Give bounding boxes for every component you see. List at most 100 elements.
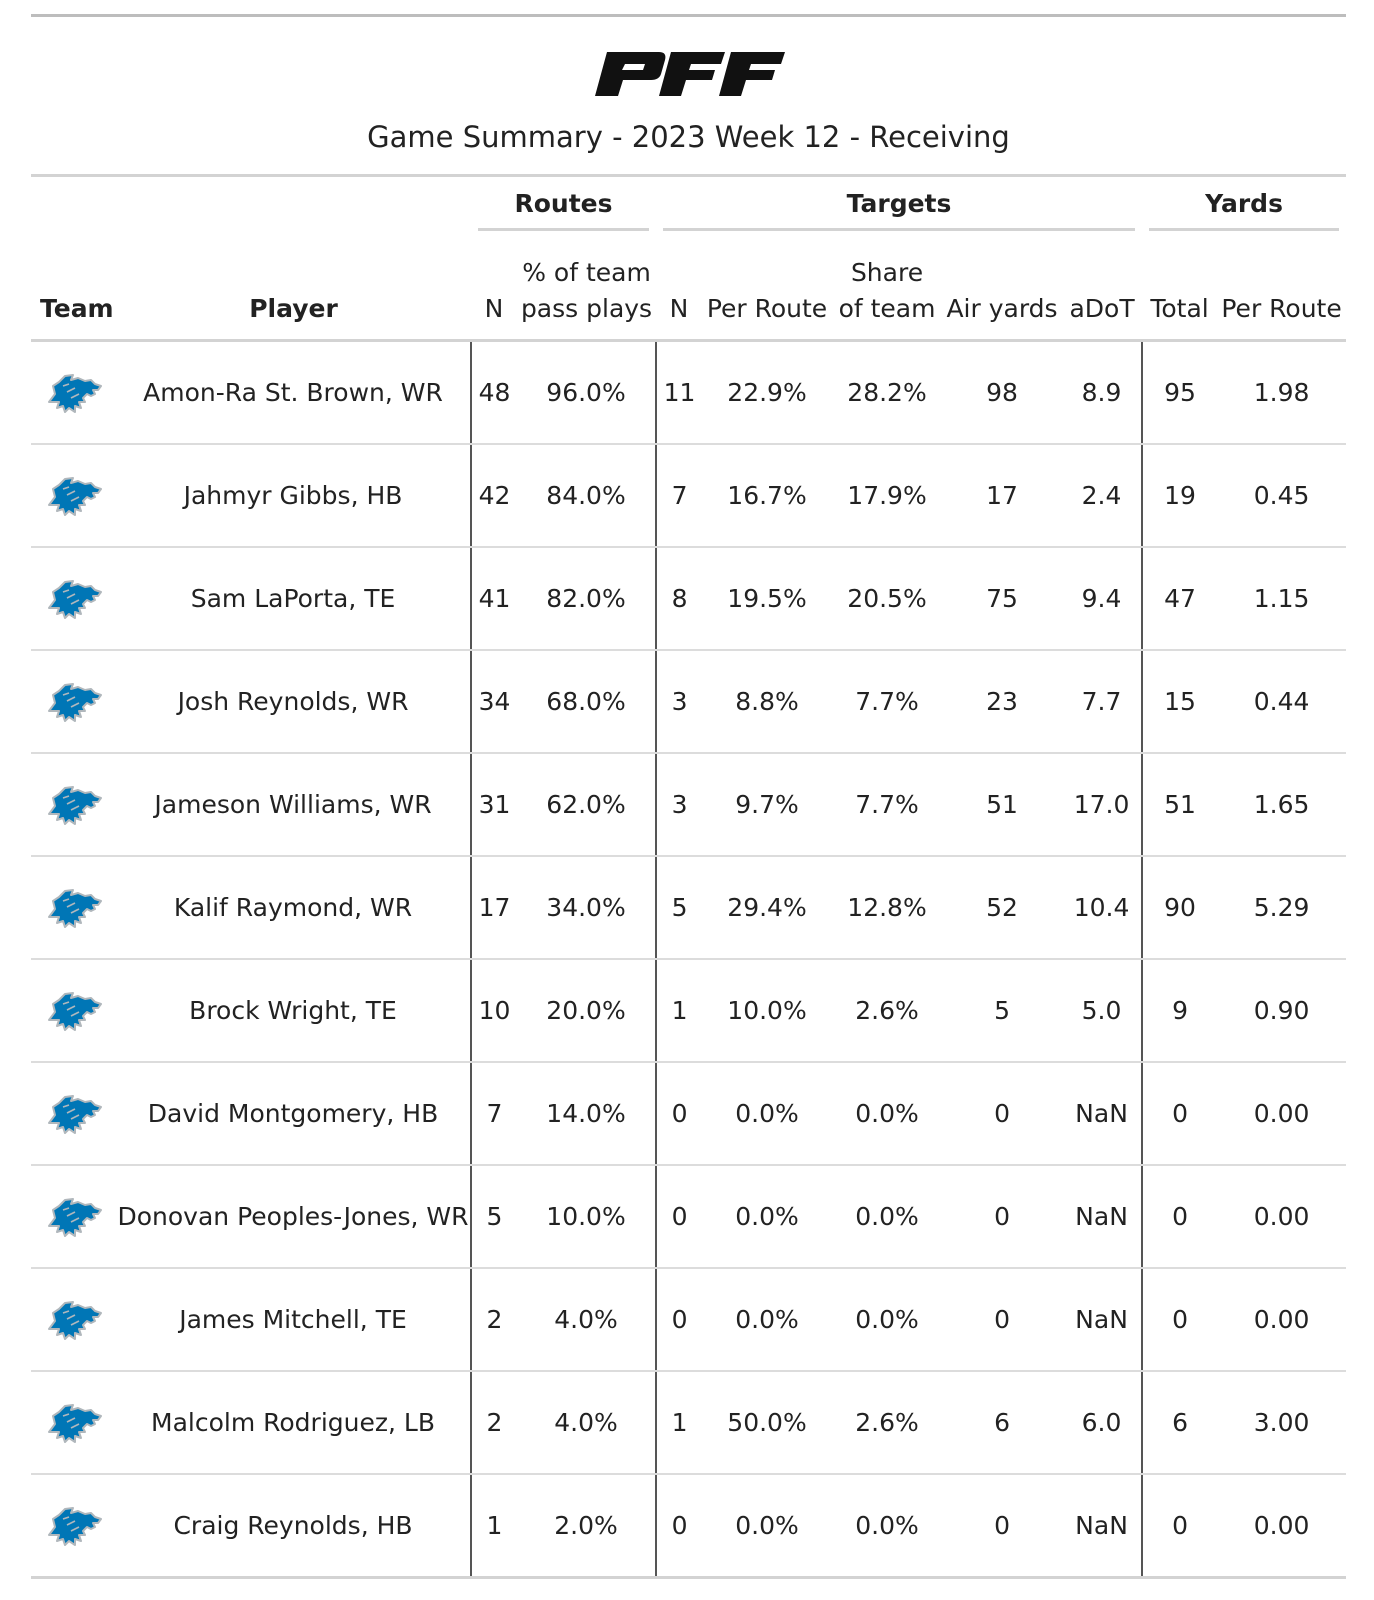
table-row: Jahmyr Gibbs, HB 42 84.0% 7 16.7% 17.9% … <box>31 444 1347 548</box>
yards-per-route: 0.00 <box>1217 1062 1347 1166</box>
col-targets-n: N <box>656 233 703 342</box>
detroit-lions-logo-icon <box>48 1094 102 1134</box>
targets-n: 0 <box>655 1268 703 1372</box>
col-air-yards: Air yards <box>942 233 1063 342</box>
team-cell <box>31 959 116 1063</box>
detroit-lions-logo-icon <box>48 1506 102 1546</box>
table-row: James Mitchell, TE 2 4.0% 0 0.0% 0.0% 0 … <box>31 1268 1347 1372</box>
adot: NaN <box>1062 1165 1143 1269</box>
routes-pct: 20.0% <box>517 959 657 1063</box>
routes-n: 42 <box>470 444 517 548</box>
table-row: Amon-Ra St. Brown, WR 48 96.0% 11 22.9% … <box>31 340 1347 445</box>
yards-per-route: 0.90 <box>1217 959 1347 1063</box>
routes-n: 41 <box>470 547 517 651</box>
adot: 7.7 <box>1062 650 1143 754</box>
yards-per-route: 1.65 <box>1217 753 1347 857</box>
adot: 17.0 <box>1062 753 1143 857</box>
targets-n: 1 <box>655 1371 703 1475</box>
yards-total: 15 <box>1141 650 1218 754</box>
targets-per-route: 9.7% <box>702 753 833 857</box>
player-name: Craig Reynolds, HB <box>116 1474 471 1579</box>
col-yards-per-route: Per Route <box>1217 233 1347 342</box>
targets-per-route: 10.0% <box>702 959 833 1063</box>
adot: 10.4 <box>1062 856 1143 960</box>
col-routes-pct: % of team pass plays <box>517 233 657 342</box>
team-cell <box>31 1474 116 1579</box>
player-name: Jahmyr Gibbs, HB <box>116 444 471 548</box>
adot: NaN <box>1062 1474 1143 1579</box>
detroit-lions-logo-icon <box>48 1197 102 1237</box>
targets-share: 28.2% <box>832 340 943 445</box>
targets-n: 8 <box>655 547 703 651</box>
detroit-lions-logo-icon <box>48 991 102 1031</box>
spanner-row: Routes Targets Yards <box>31 177 1346 233</box>
col-routes-n: N <box>471 233 517 342</box>
table-row: Josh Reynolds, WR 34 68.0% 3 8.8% 7.7% 2… <box>31 650 1347 754</box>
routes-pct: 34.0% <box>517 856 657 960</box>
routes-pct: 10.0% <box>517 1165 657 1269</box>
detroit-lions-logo-icon <box>48 1403 102 1443</box>
targets-share: 17.9% <box>832 444 943 548</box>
table-row: Sam LaPorta, TE 41 82.0% 8 19.5% 20.5% 7… <box>31 547 1347 651</box>
targets-per-route: 19.5% <box>702 547 833 651</box>
targets-per-route: 50.0% <box>702 1371 833 1475</box>
targets-share: 0.0% <box>832 1165 943 1269</box>
routes-n: 17 <box>470 856 517 960</box>
player-name: Malcolm Rodriguez, LB <box>116 1371 471 1475</box>
targets-n: 7 <box>655 444 703 548</box>
yards-per-route: 1.15 <box>1217 547 1347 651</box>
title-rule <box>31 174 1346 177</box>
yards-per-route: 1.98 <box>1217 340 1347 445</box>
page-title: Game Summary - 2023 Week 12 - Receiving <box>367 120 1010 154</box>
table-row: Craig Reynolds, HB 1 2.0% 0 0.0% 0.0% 0 … <box>31 1474 1347 1579</box>
targets-share: 7.7% <box>832 650 943 754</box>
col-targets-per-route: Per Route <box>702 233 833 342</box>
targets-share: 2.6% <box>832 959 943 1063</box>
yards-total: 90 <box>1141 856 1218 960</box>
air-yards: 52 <box>942 856 1063 960</box>
routes-pct: 62.0% <box>517 753 657 857</box>
player-name: Jameson Williams, WR <box>116 753 471 857</box>
targets-n: 1 <box>655 959 703 1063</box>
yards-total: 6 <box>1141 1371 1218 1475</box>
routes-n: 31 <box>470 753 517 857</box>
table-row: Jameson Williams, WR 31 62.0% 3 9.7% 7.7… <box>31 753 1347 857</box>
team-cell <box>31 753 116 857</box>
routes-n: 34 <box>470 650 517 754</box>
yards-total: 0 <box>1141 1165 1218 1269</box>
adot: NaN <box>1062 1062 1143 1166</box>
routes-pct: 2.0% <box>517 1474 657 1579</box>
col-player: Player <box>116 233 471 342</box>
detroit-lions-logo-icon <box>48 888 102 928</box>
spanner-yards: Yards <box>1142 177 1346 233</box>
yards-total: 9 <box>1141 959 1218 1063</box>
air-yards: 17 <box>942 444 1063 548</box>
targets-share: 2.6% <box>832 1371 943 1475</box>
targets-n: 3 <box>655 650 703 754</box>
detroit-lions-logo-icon <box>48 579 102 619</box>
table-row: Malcolm Rodriguez, LB 2 4.0% 1 50.0% 2.6… <box>31 1371 1347 1475</box>
player-name: Kalif Raymond, WR <box>116 856 471 960</box>
player-name: Donovan Peoples-Jones, WR <box>116 1165 471 1269</box>
player-name: Josh Reynolds, WR <box>116 650 471 754</box>
targets-share: 12.8% <box>832 856 943 960</box>
yards-per-route: 0.45 <box>1217 444 1347 548</box>
adot: 9.4 <box>1062 547 1143 651</box>
receiving-table: Routes Targets Yards Team Player N % of … <box>31 177 1347 1579</box>
targets-per-route: 0.0% <box>702 1474 833 1579</box>
targets-per-route: 29.4% <box>702 856 833 960</box>
team-cell <box>31 340 116 445</box>
air-yards: 0 <box>942 1062 1063 1166</box>
yards-total: 51 <box>1141 753 1218 857</box>
targets-per-route: 8.8% <box>702 650 833 754</box>
routes-pct: 4.0% <box>517 1371 657 1475</box>
adot: 2.4 <box>1062 444 1143 548</box>
targets-per-route: 0.0% <box>702 1268 833 1372</box>
col-team: Team <box>31 233 116 342</box>
team-cell <box>31 1268 116 1372</box>
targets-share: 0.0% <box>832 1268 943 1372</box>
yards-per-route: 0.00 <box>1217 1165 1347 1269</box>
routes-pct: 68.0% <box>517 650 657 754</box>
air-yards: 98 <box>942 340 1063 445</box>
targets-per-route: 0.0% <box>702 1165 833 1269</box>
